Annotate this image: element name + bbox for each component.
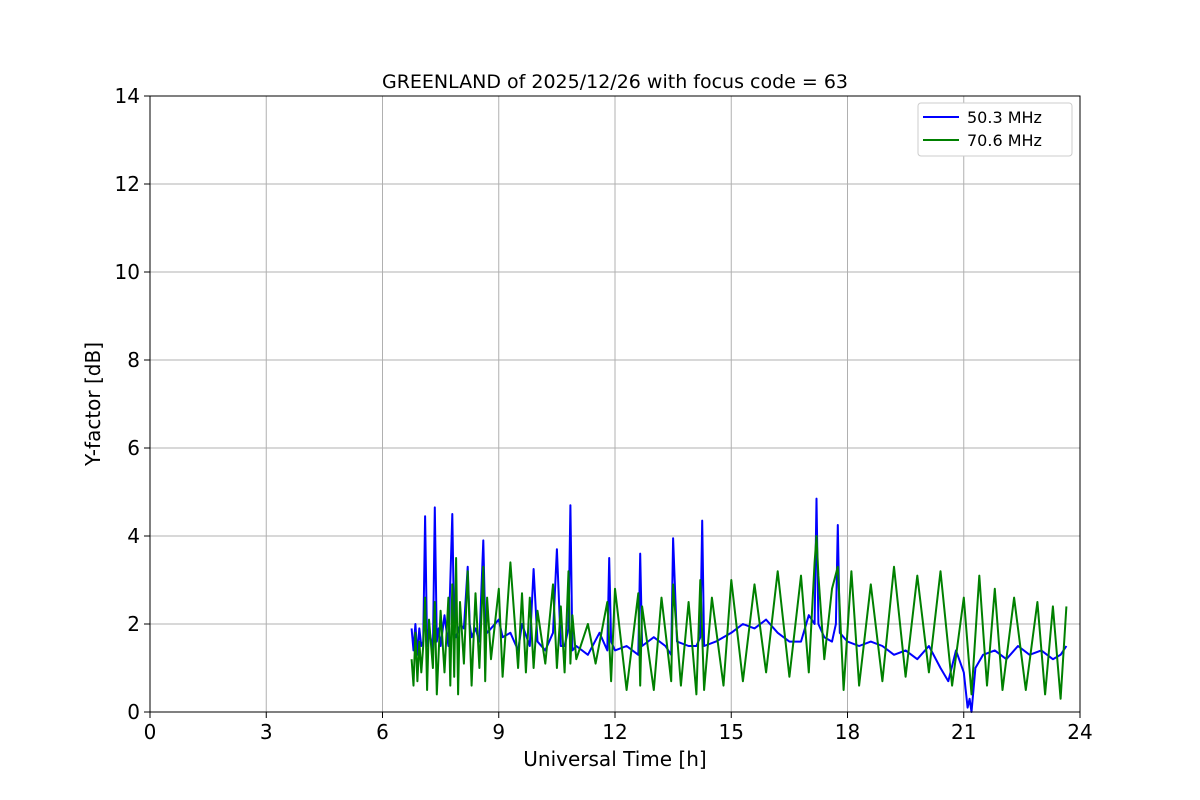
y-tick-label: 6 <box>127 436 140 460</box>
series-line-1 <box>410 535 1068 700</box>
plot-frame <box>149 95 1081 713</box>
legend: 50.3 MHz 70.6 MHz <box>917 102 1073 157</box>
x-tick-label: 3 <box>260 720 273 744</box>
x-tick-label: 9 <box>492 720 505 744</box>
plot-series <box>410 497 1068 713</box>
x-tick-label: 6 <box>376 720 389 744</box>
x-tick-label: 21 <box>951 720 976 744</box>
x-axis-label: Universal Time [h] <box>523 747 706 771</box>
y-tick-label: 12 <box>115 172 140 196</box>
legend-label-0: 50.3 MHz <box>967 108 1042 127</box>
legend-label-1: 70.6 MHz <box>967 131 1042 150</box>
x-tick-label: 24 <box>1067 720 1092 744</box>
y-tick-label: 4 <box>127 524 140 548</box>
y-tick-label: 8 <box>127 348 140 372</box>
y-tick-label: 0 <box>127 700 140 724</box>
y-tick-label: 10 <box>115 260 140 284</box>
y-tick-label: 2 <box>127 612 140 636</box>
y-tick-label: 14 <box>115 84 140 108</box>
x-tick-label: 12 <box>602 720 627 744</box>
x-tick-label: 15 <box>719 720 744 744</box>
y-axis-label: Y-factor [dB] <box>81 342 105 467</box>
chart-title: GREENLAND of 2025/12/26 with focus code … <box>382 71 848 93</box>
x-axis-ticks: 0 3 6 9 12 15 18 21 24 <box>144 712 1093 744</box>
y-axis-ticks: 0 2 4 6 8 10 12 14 <box>115 84 150 724</box>
x-tick-label: 18 <box>835 720 860 744</box>
x-tick-label: 0 <box>144 720 157 744</box>
